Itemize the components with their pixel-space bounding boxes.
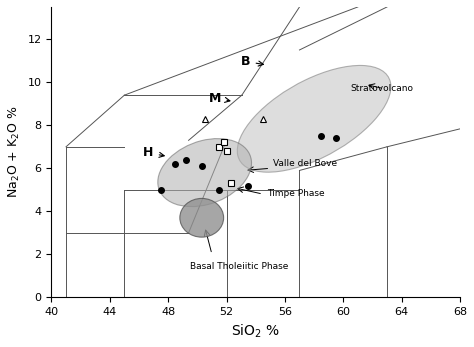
Text: Basal Tholeiitic Phase: Basal Tholeiitic Phase <box>190 262 289 271</box>
Text: Timpe Phase: Timpe Phase <box>267 189 325 198</box>
X-axis label: SiO$_2$ %: SiO$_2$ % <box>231 323 280 340</box>
Text: H: H <box>143 146 164 160</box>
Text: B: B <box>241 55 264 68</box>
Ellipse shape <box>158 138 252 206</box>
Text: M: M <box>209 92 230 104</box>
Ellipse shape <box>180 198 224 237</box>
Text: Valle del Bove: Valle del Bove <box>273 159 337 168</box>
Y-axis label: Na$_2$O + K$_2$O %: Na$_2$O + K$_2$O % <box>7 106 22 198</box>
Ellipse shape <box>237 66 391 172</box>
Text: Stratovolcano: Stratovolcano <box>351 84 413 93</box>
